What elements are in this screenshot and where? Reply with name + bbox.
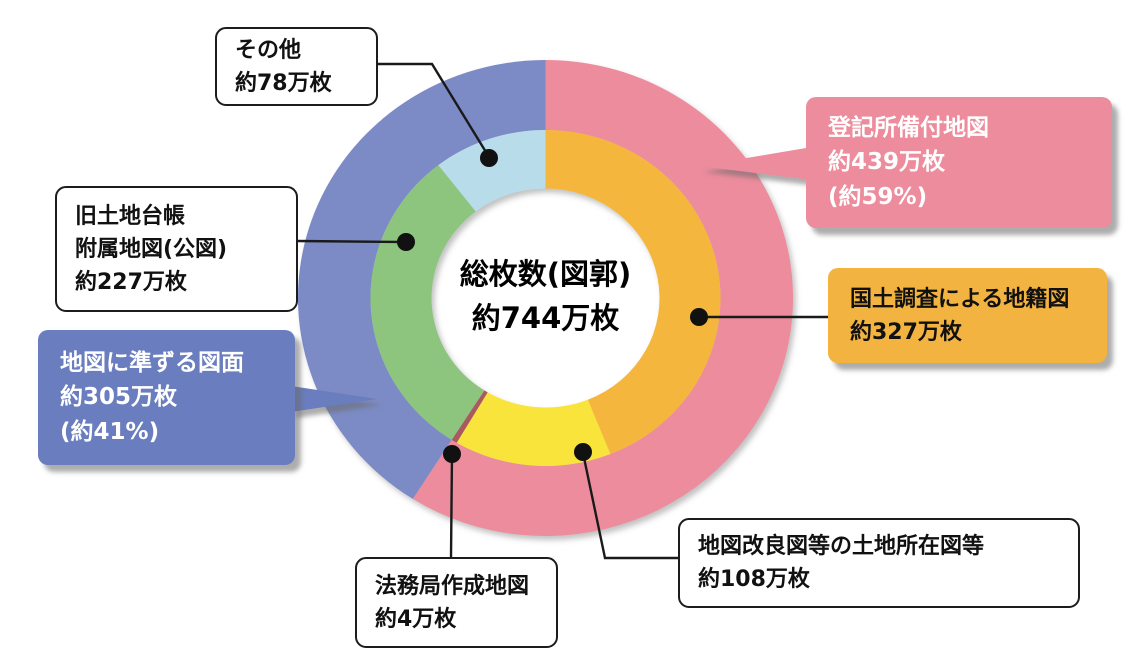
callout-dot-land-location (574, 443, 592, 461)
callout-box-others: その他 約78万枚 (215, 27, 378, 106)
label-line: 約227万枚 (75, 269, 187, 295)
label-line: 約305万枚 (60, 384, 178, 411)
segment-inner-0 (545, 130, 721, 455)
chart-center-total: 総枚数(図郭) 約744万枚 (395, 253, 696, 340)
callout-dot-old-land-register (397, 233, 415, 251)
callout-box-quasi-map: 地図に準ずる図面 約305万枚 (約41%) (38, 330, 295, 465)
label-line: 約108万枚 (698, 567, 810, 592)
label-line: 法務局作成地図 (375, 573, 530, 599)
segment-outer-1 (297, 59, 546, 499)
quasi-bubble-tail-icon (291, 386, 377, 412)
segment-inner-2 (451, 390, 488, 443)
callout-line-land-location (581, 452, 678, 560)
callout-box-old-land-register: 旧土地台帳 附属地図(公図) 約227万枚 (55, 186, 298, 312)
label-line: 国土調査による地籍図 (850, 286, 1070, 312)
donut-rings (297, 59, 793, 536)
label-line: 地図改良図等の土地所在図等 (698, 534, 985, 559)
callout-dot-legal-affairs (443, 445, 461, 463)
label-line: 約4万枚 (375, 606, 457, 632)
callout-line-others (378, 62, 491, 158)
label-line: 地図に準ずる図面 (60, 349, 244, 376)
label-line: (約41%) (60, 418, 160, 445)
callout-box-registry-office: 登記所備付地図 約439万枚 (約59%) (806, 97, 1112, 228)
label-line: その他 (235, 37, 302, 63)
label-line: 約78万枚 (235, 70, 332, 96)
callout-line-old-land-register (297, 239, 407, 244)
label-line: 登記所備付地図 (828, 114, 989, 141)
segment-inner-1 (456, 392, 611, 467)
center-total-title: 総枚数(図郭) (459, 257, 632, 291)
callout-box-land-location: 地図改良図等の土地所在図等 約108万枚 (678, 518, 1080, 608)
registry-bubble-tail-icon (699, 147, 812, 180)
segment-inner-4 (438, 130, 546, 212)
label-line: 附属地図(公図) (75, 236, 228, 262)
callout-line-legal-affairs (449, 453, 454, 558)
callout-dot-others (480, 149, 498, 167)
callout-box-cadastral: 国土調査による地籍図 約327万枚 (828, 268, 1107, 363)
callout-box-legal-affairs: 法務局作成地図 約4万枚 (355, 557, 558, 648)
callout-dot-cadastral (690, 308, 708, 326)
center-total-value: 約744万枚 (471, 300, 620, 335)
label-line: 約327万枚 (850, 319, 962, 345)
label-line: 約439万枚 (828, 149, 946, 176)
segment-outer-0 (412, 60, 793, 536)
label-line: (約59%) (828, 183, 928, 210)
segment-inner-3 (370, 165, 485, 440)
label-line: 旧土地台帳 (75, 203, 186, 229)
